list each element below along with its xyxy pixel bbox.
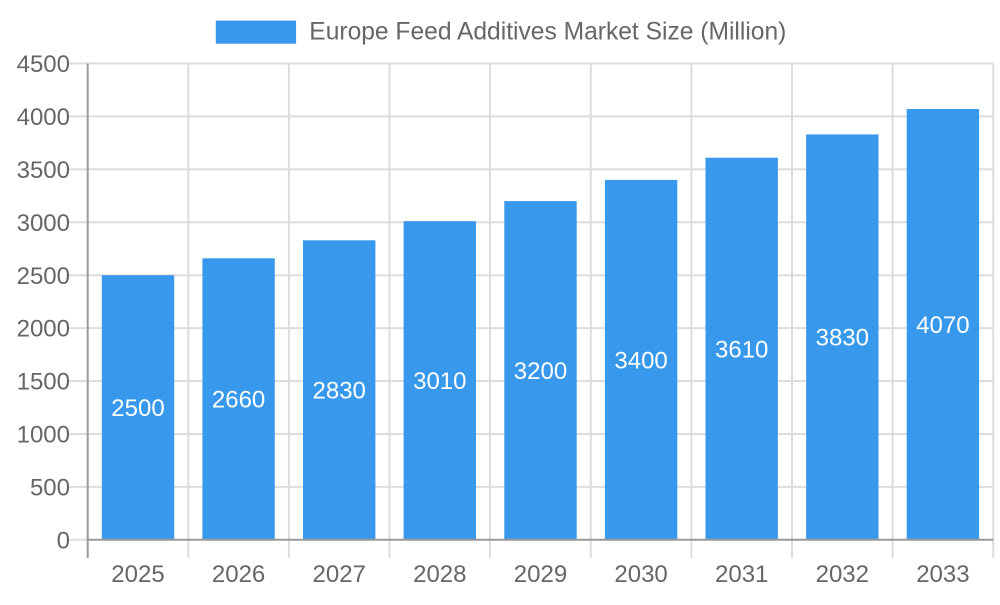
svg-text:Europe Feed Additives Market S: Europe Feed Additives Market Size (Milli… — [309, 19, 786, 46]
svg-text:2032: 2032 — [816, 561, 869, 588]
svg-text:2030: 2030 — [614, 561, 667, 588]
svg-text:1000: 1000 — [17, 422, 70, 449]
svg-text:4000: 4000 — [17, 104, 70, 131]
svg-text:3830: 3830 — [816, 325, 869, 352]
svg-text:3200: 3200 — [514, 358, 567, 385]
svg-text:2026: 2026 — [212, 561, 265, 588]
svg-text:3500: 3500 — [17, 157, 70, 184]
svg-text:3010: 3010 — [413, 368, 466, 395]
svg-text:3400: 3400 — [614, 348, 667, 375]
svg-text:2028: 2028 — [413, 561, 466, 588]
svg-text:2500: 2500 — [111, 395, 164, 422]
svg-text:2500: 2500 — [17, 263, 70, 290]
svg-text:0: 0 — [57, 527, 70, 554]
svg-text:3610: 3610 — [715, 336, 768, 363]
svg-text:2830: 2830 — [313, 378, 366, 405]
svg-text:3000: 3000 — [17, 210, 70, 237]
svg-text:2027: 2027 — [313, 561, 366, 588]
svg-text:2031: 2031 — [715, 561, 768, 588]
svg-text:2660: 2660 — [212, 387, 265, 414]
svg-text:2033: 2033 — [916, 561, 969, 588]
svg-text:500: 500 — [30, 475, 70, 502]
svg-text:1500: 1500 — [17, 369, 70, 396]
svg-text:4070: 4070 — [916, 312, 969, 339]
svg-text:2000: 2000 — [17, 316, 70, 343]
svg-text:4500: 4500 — [17, 51, 70, 78]
svg-text:2025: 2025 — [111, 561, 164, 588]
svg-text:2029: 2029 — [514, 561, 567, 588]
